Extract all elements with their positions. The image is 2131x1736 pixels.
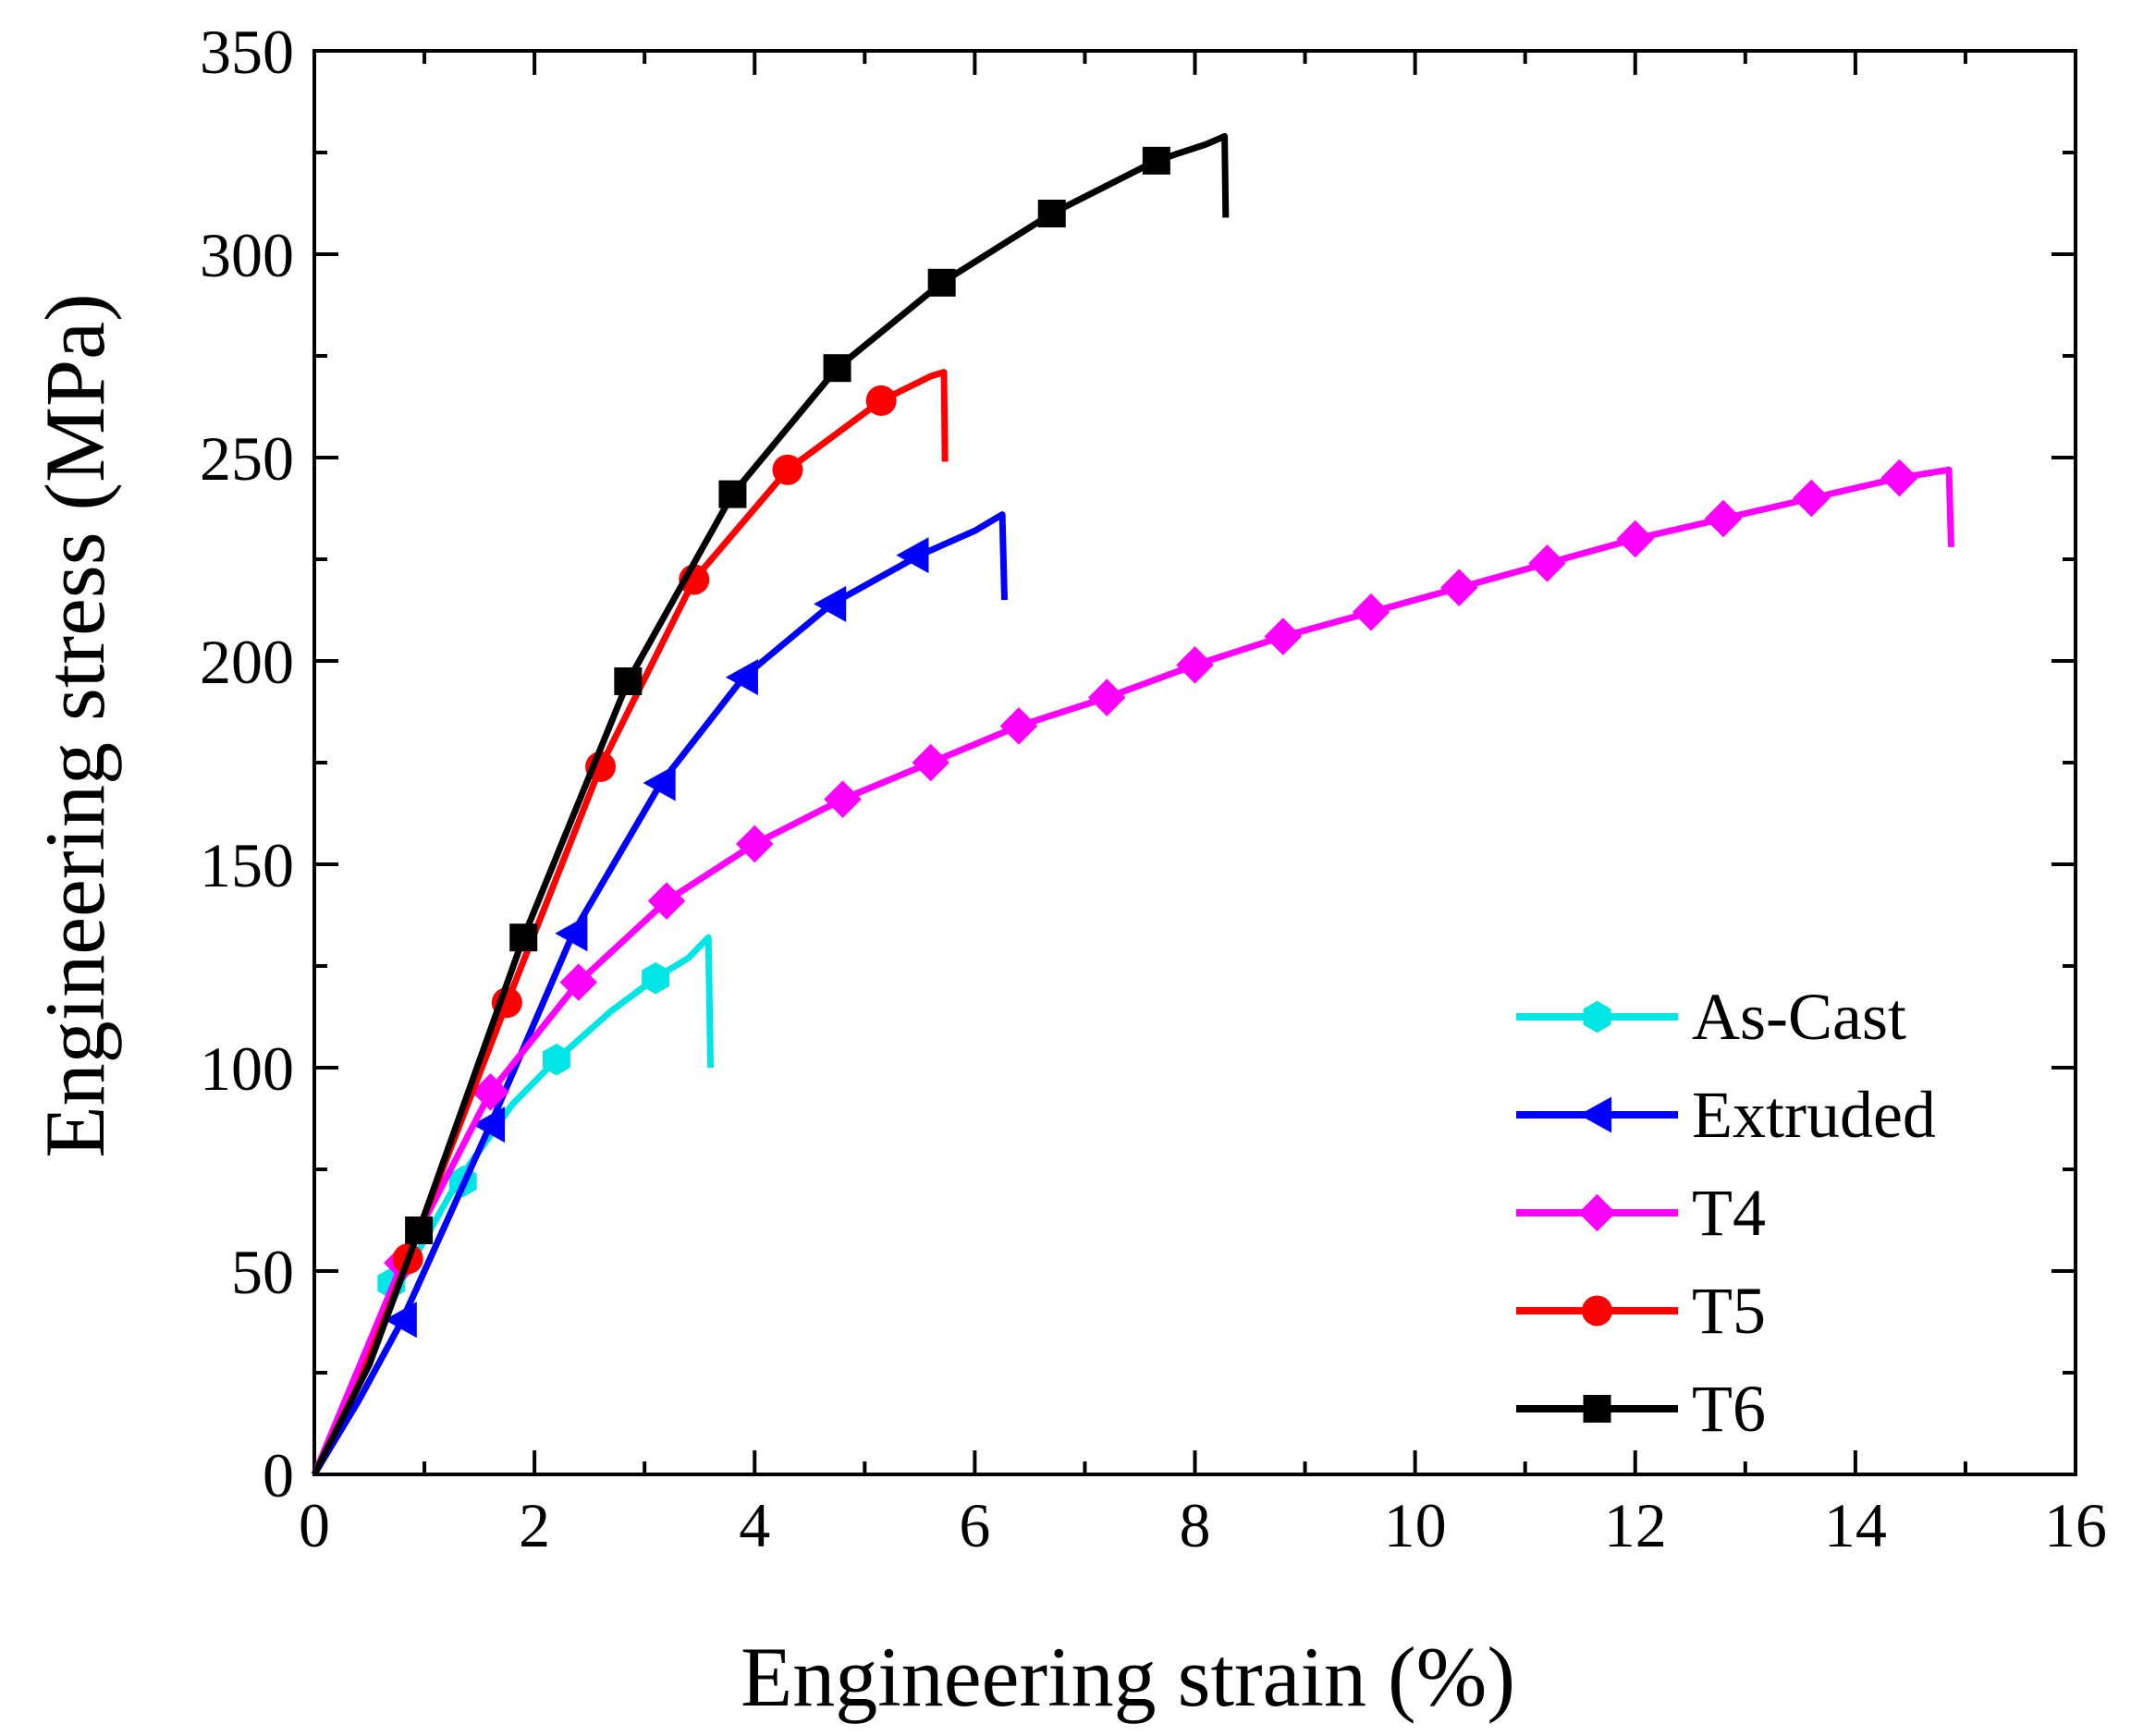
series-line-as-cast bbox=[311, 934, 715, 1476]
series-extruded bbox=[312, 511, 1008, 1476]
x-tick-label: 14 bbox=[1824, 1490, 1887, 1560]
series-as-cast bbox=[311, 934, 715, 1476]
data-point-t6 bbox=[718, 480, 747, 508]
legend-marker-t6 bbox=[1583, 1395, 1611, 1423]
data-point-t4 bbox=[1793, 479, 1831, 518]
x-tick-label: 10 bbox=[1384, 1490, 1447, 1560]
legend-item-extruded: Extruded bbox=[1516, 1078, 1936, 1152]
data-point-t4 bbox=[824, 780, 862, 818]
data-point-extruded bbox=[896, 537, 929, 574]
data-point-t6 bbox=[1037, 200, 1066, 227]
data-point-t6 bbox=[823, 354, 851, 383]
series-line-extruded bbox=[312, 511, 1008, 1476]
data-point-t4 bbox=[1264, 617, 1302, 655]
x-tick-label: 0 bbox=[299, 1490, 330, 1560]
legend: As-Cast Extruded T4 T5 T6 bbox=[1516, 980, 1936, 1446]
series-layer bbox=[311, 132, 1954, 1476]
y-axis-label: Engineering stress (MPa) bbox=[28, 293, 122, 1157]
legend-label-extruded: Extruded bbox=[1692, 1078, 1936, 1152]
x-tick-label: 8 bbox=[1180, 1490, 1211, 1560]
data-point-t4 bbox=[999, 707, 1038, 745]
data-point-t6 bbox=[1142, 146, 1170, 175]
legend-label-as-cast: As-Cast bbox=[1692, 980, 1906, 1054]
legend-item-t6: T6 bbox=[1516, 1372, 1766, 1446]
x-axis-label: Engineering strain (%) bbox=[741, 1630, 1515, 1724]
data-point-t4 bbox=[1528, 544, 1566, 582]
data-point-t4 bbox=[912, 743, 949, 782]
y-tick-label: 350 bbox=[200, 17, 294, 87]
legend-label-t6: T6 bbox=[1692, 1372, 1766, 1446]
data-point-t5 bbox=[772, 454, 803, 485]
data-point-t4 bbox=[736, 825, 774, 863]
x-tick-label: 12 bbox=[1604, 1490, 1667, 1560]
x-tick-label: 2 bbox=[519, 1490, 550, 1560]
data-point-extruded bbox=[472, 1106, 506, 1143]
data-point-t4 bbox=[1880, 458, 1918, 497]
data-point-t6 bbox=[405, 1216, 434, 1244]
data-point-extruded bbox=[725, 659, 758, 696]
y-tick-label: 200 bbox=[200, 627, 294, 697]
data-point-t4 bbox=[647, 882, 686, 920]
y-tick-label: 50 bbox=[231, 1237, 294, 1307]
data-point-t4 bbox=[1440, 568, 1478, 607]
y-tick-label: 100 bbox=[200, 1033, 294, 1104]
x-tick-label: 16 bbox=[2044, 1490, 2107, 1560]
series-t4 bbox=[311, 458, 1954, 1476]
data-point-extruded bbox=[555, 915, 588, 952]
data-point-extruded bbox=[643, 764, 676, 801]
data-point-t4 bbox=[1176, 646, 1214, 684]
data-point-t4 bbox=[559, 963, 597, 1001]
legend-item-t5: T5 bbox=[1516, 1274, 1766, 1348]
data-point-extruded bbox=[814, 585, 847, 622]
legend-marker-extruded bbox=[1579, 1096, 1612, 1133]
data-point-t4 bbox=[472, 1073, 509, 1111]
data-point-extruded bbox=[384, 1302, 417, 1339]
series-line-t6 bbox=[311, 132, 1230, 1476]
data-point-t6 bbox=[614, 667, 643, 695]
data-point-t4 bbox=[1616, 520, 1654, 558]
data-point-as-cast bbox=[642, 961, 670, 995]
y-tick-label: 250 bbox=[200, 423, 294, 494]
x-tick-label: 6 bbox=[959, 1490, 990, 1560]
legend-item-as-cast: As-Cast bbox=[1516, 980, 1906, 1054]
x-tick-label: 4 bbox=[739, 1490, 770, 1560]
data-point-t6 bbox=[927, 268, 956, 297]
data-point-t4 bbox=[1704, 499, 1743, 538]
legend-marker-t5 bbox=[1582, 1295, 1612, 1326]
data-point-as-cast bbox=[542, 1043, 570, 1076]
legend-marker-as-cast bbox=[1583, 1000, 1611, 1033]
y-tick-label: 150 bbox=[200, 830, 294, 900]
data-point-t6 bbox=[509, 923, 538, 952]
plot-frame bbox=[312, 49, 2077, 1476]
legend-marker-t4 bbox=[1578, 1193, 1616, 1232]
legend-item-t4: T4 bbox=[1516, 1176, 1766, 1250]
legend-label-t4: T4 bbox=[1692, 1176, 1766, 1250]
legend-label-t5: T5 bbox=[1692, 1274, 1766, 1348]
data-point-t4 bbox=[1352, 593, 1390, 631]
data-point-t4 bbox=[1088, 679, 1126, 716]
y-tick-label: 300 bbox=[200, 220, 294, 290]
axes-layer: 0 2 4 6 8 10 12 14 16 0 50 100 150 200 250 300 350 bbox=[200, 17, 2107, 1560]
data-point-t5 bbox=[865, 385, 897, 416]
y-tick-label: 0 bbox=[263, 1440, 294, 1510]
series-t6 bbox=[311, 132, 1230, 1476]
